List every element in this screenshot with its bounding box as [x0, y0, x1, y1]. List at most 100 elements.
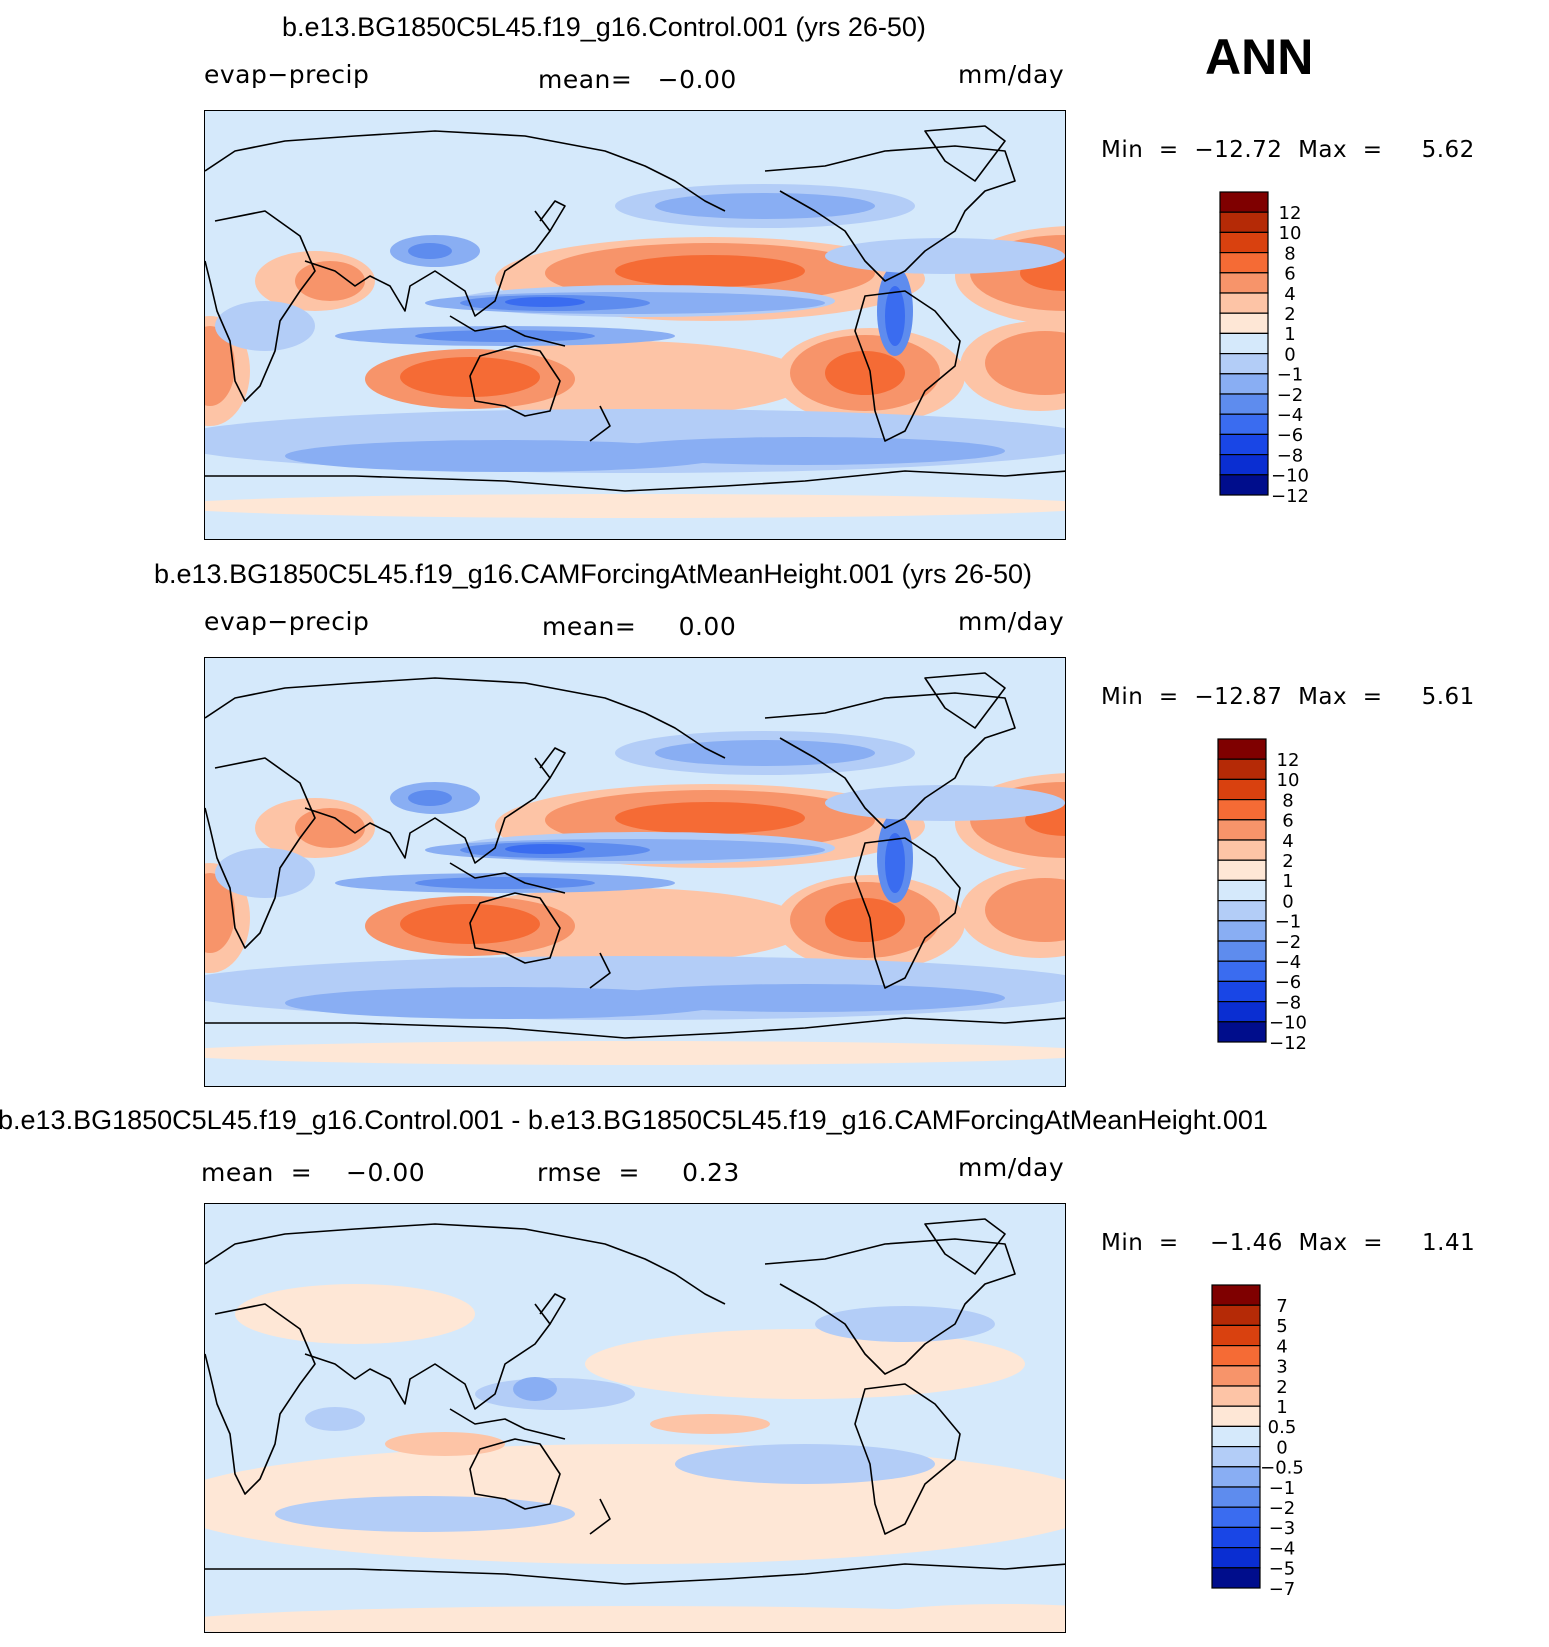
colorbar-label: −5	[1269, 1559, 1296, 1580]
coastline-path	[924, 672, 1006, 729]
colorbar-label: 2	[1282, 851, 1293, 872]
colorbar-box	[1219, 332, 1269, 355]
colorbar-box	[1211, 1425, 1261, 1448]
colorbar-box	[1219, 231, 1269, 254]
colorbar-box	[1217, 900, 1267, 922]
colorbar-label: 5	[1276, 1316, 1287, 1337]
colorbar-label: −6	[1277, 425, 1304, 446]
coastline-path	[589, 405, 611, 442]
coastline-path	[304, 1303, 551, 1410]
coastline-path	[205, 130, 726, 212]
colorbar-box	[1219, 353, 1269, 375]
colorbar-box	[1219, 413, 1269, 435]
colorbar-label: 3	[1276, 1357, 1287, 1378]
colorbar-box	[1217, 758, 1267, 781]
colorbar-label: 2	[1284, 304, 1295, 325]
coastline-path	[205, 757, 316, 949]
colorbar-box	[1219, 211, 1269, 234]
contour-region	[215, 848, 315, 898]
colorbar-label: −12	[1269, 1033, 1307, 1054]
colorbar-box	[1219, 191, 1269, 213]
coastline-path	[469, 1438, 561, 1510]
colorbar-label: 8	[1282, 790, 1293, 811]
colorbar-box	[1217, 920, 1267, 942]
contour-region	[205, 494, 1065, 518]
colorbar-label: −8	[1275, 992, 1302, 1013]
panel2-units: mm/day	[958, 607, 1065, 636]
contour-region	[675, 1444, 935, 1484]
contour-region	[585, 1329, 1025, 1399]
panel1-minmax: Min = −12.72 Max = 5.62	[1101, 137, 1475, 163]
colorbar-box	[1217, 819, 1267, 841]
coastline-path	[304, 757, 551, 864]
panel1-map	[204, 110, 1066, 540]
colorbar-box	[1217, 1021, 1267, 1043]
panel1-title: b.e13.BG1850C5L45.f19_g16.Control.001 (y…	[282, 12, 926, 42]
panel1-variable-label: evap−precip	[204, 60, 370, 89]
colorbar-label: 0	[1276, 1437, 1287, 1458]
colorbar-box	[1211, 1446, 1261, 1468]
colorbar-box	[1219, 454, 1269, 476]
coastlines	[205, 125, 1065, 492]
contour-region	[845, 1604, 1065, 1632]
contour-region	[885, 286, 905, 346]
panel2-title: b.e13.BG1850C5L45.f19_g16.CAMForcingAtMe…	[154, 559, 1033, 589]
coastline-path	[924, 125, 1006, 182]
colorbar-box	[1217, 940, 1267, 962]
contour-region	[650, 1414, 770, 1434]
coastline-path	[854, 1383, 961, 1535]
colorbar-box	[1211, 1506, 1261, 1528]
panel1-map-svg	[205, 111, 1065, 539]
colorbar-label: −7	[1269, 1579, 1296, 1600]
colorbar-box	[1217, 1001, 1267, 1023]
colorbar-box	[1211, 1344, 1261, 1367]
contour-region	[615, 802, 805, 834]
colorbar-box	[1217, 798, 1267, 821]
panel3-minmax: Min = −1.46 Max = 1.41	[1101, 1230, 1476, 1256]
panel3-map-svg	[205, 1204, 1065, 1632]
panel1-units: mm/day	[958, 60, 1065, 89]
colorbar-box	[1211, 1284, 1261, 1306]
panel1-colorbar: 12 10 8 6 4 2 1 0 −1 −2 −4 −6 −8 −10 −12	[1218, 191, 1358, 537]
season-label: ANN	[1205, 29, 1314, 85]
colorbar-box	[1219, 292, 1269, 314]
colorbar-label: 0	[1282, 891, 1293, 912]
coastline-path	[449, 862, 566, 894]
panel2-variable-label: evap−precip	[204, 607, 370, 636]
contour-region	[825, 238, 1065, 274]
colorbar-box	[1211, 1304, 1261, 1327]
colorbar-box	[1211, 1567, 1261, 1589]
colorbar-box	[1219, 393, 1269, 415]
contour-region	[415, 330, 595, 342]
contour-region	[205, 1041, 1065, 1065]
contour-region	[985, 331, 1065, 395]
colorbar-box	[1217, 859, 1267, 881]
colorbar-label: 12	[1277, 750, 1300, 771]
contour-region	[408, 243, 452, 259]
panel3-mean-label: mean = −0.00	[201, 1158, 426, 1187]
panel3-title: b.e13.BG1850C5L45.f19_g16.Control.001 - …	[0, 1105, 1268, 1135]
contour-region	[505, 297, 585, 307]
panel2-minmax: Min = −12.87 Max = 5.61	[1101, 684, 1475, 710]
colorbar-label: −2	[1275, 932, 1302, 953]
colorbar-label: −4	[1277, 405, 1304, 426]
colorbar-label: −4	[1269, 1538, 1296, 1559]
panel2-map-svg	[205, 658, 1065, 1086]
contour-region	[605, 437, 1005, 465]
colorbar-label: −2	[1277, 385, 1304, 406]
colorbar-box	[1219, 433, 1269, 456]
contour-region	[825, 898, 905, 942]
colorbar-label: 12	[1279, 203, 1302, 224]
colorbar-label: −1	[1275, 912, 1302, 933]
coastline-path	[205, 210, 316, 402]
panel2-map	[204, 657, 1066, 1087]
colorbar-box	[1217, 738, 1267, 760]
contour-region	[415, 877, 595, 889]
coastlines	[205, 672, 1065, 1039]
coastline-path	[589, 952, 611, 989]
colorbar-box	[1217, 960, 1267, 982]
colorbar-label: −3	[1269, 1518, 1296, 1539]
coastline-path	[924, 1218, 1006, 1275]
